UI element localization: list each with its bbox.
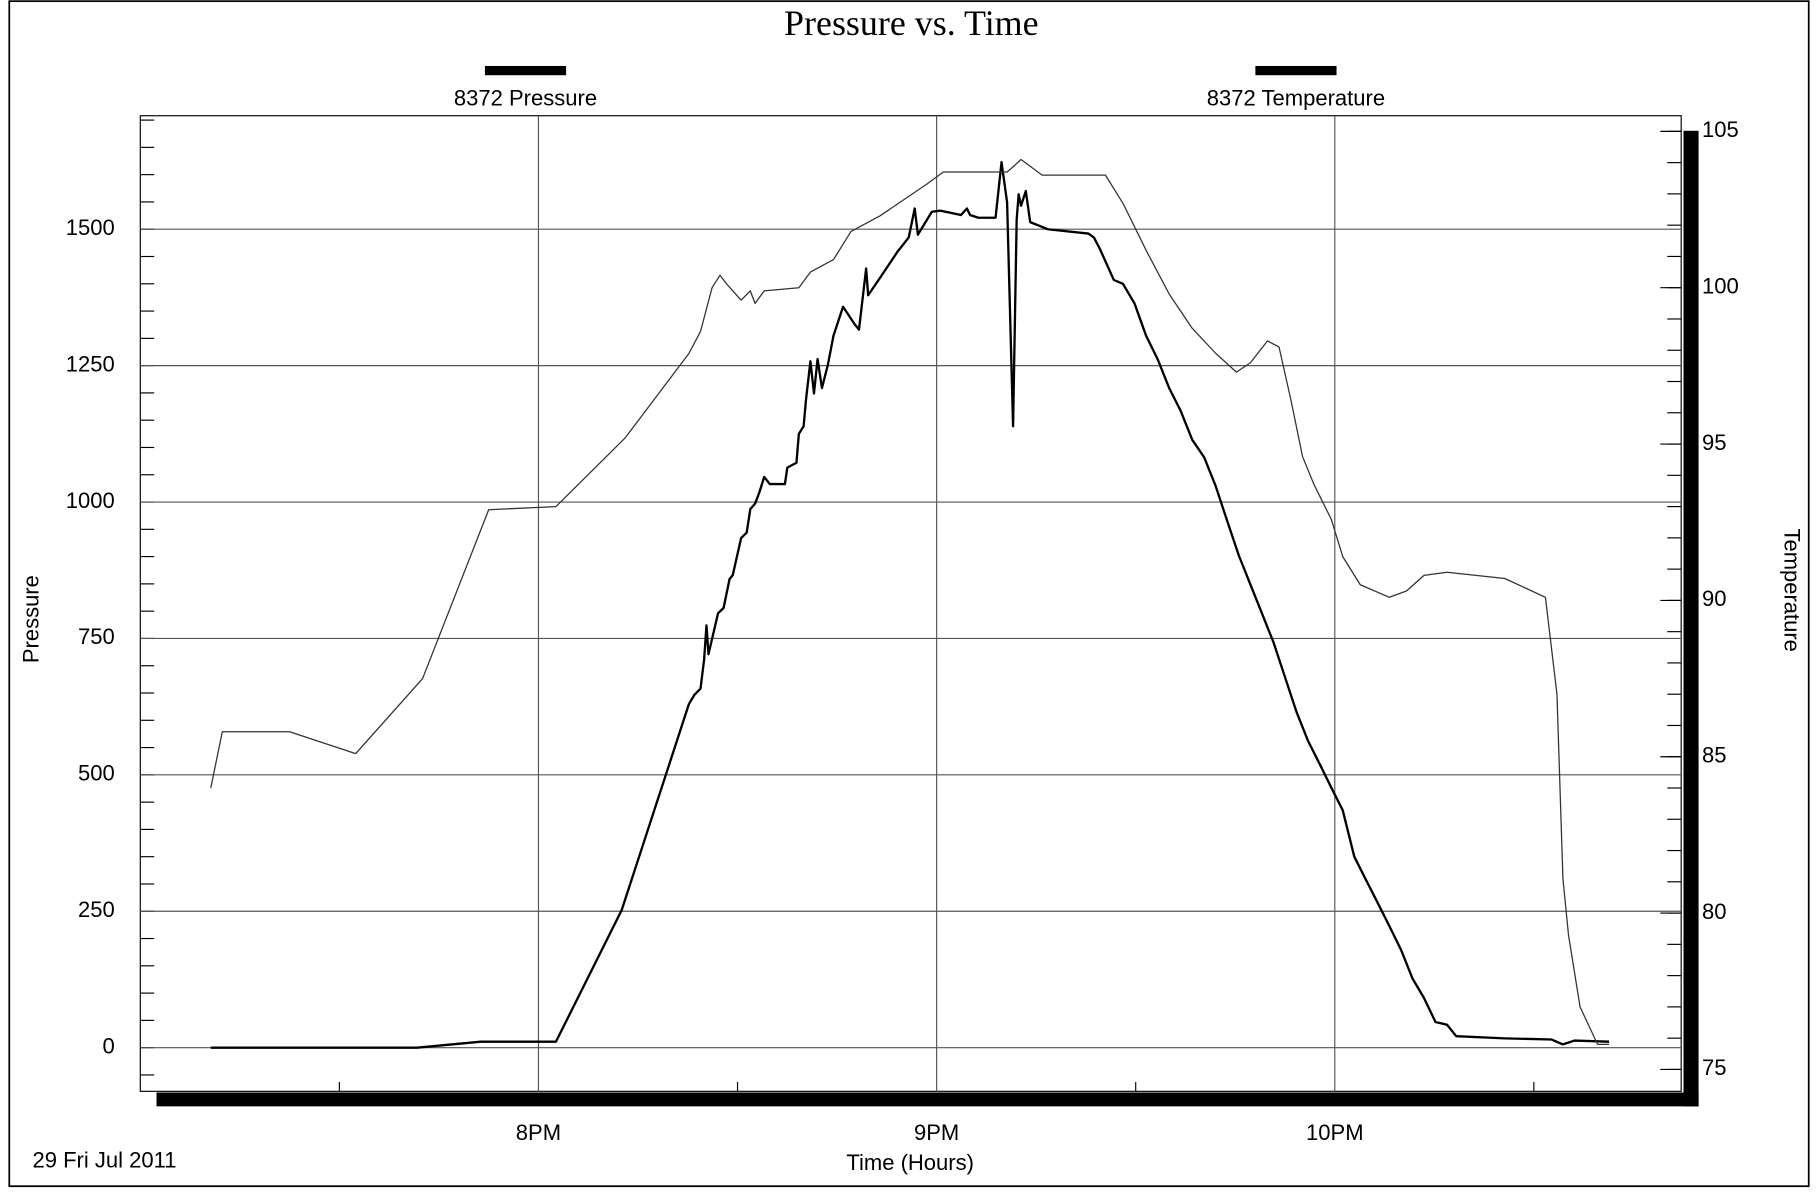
x-tick-label: 10PM <box>1306 1120 1364 1145</box>
y-tick-label: 750 <box>78 624 115 649</box>
y-tick-label: 1250 <box>66 351 115 376</box>
y-axis-label: Pressure <box>18 575 43 663</box>
y2-tick-label: 85 <box>1702 743 1727 768</box>
y2-tick-label: 75 <box>1702 1055 1727 1080</box>
y-tick-label: 1500 <box>66 215 115 240</box>
x-tick-label: 9PM <box>914 1120 959 1145</box>
axis-shadow <box>156 1092 1699 1107</box>
frame <box>8 0 1810 1188</box>
y2-tick-label: 90 <box>1702 586 1727 611</box>
footnote: 29 Fri Jul 2011 <box>32 1148 176 1173</box>
y-tick-label: 1000 <box>66 488 115 513</box>
x-axis-label: Time (Hours) <box>846 1150 974 1175</box>
chart-title: Pressure vs. Time <box>784 3 1039 43</box>
y-tick-label: 500 <box>78 761 115 786</box>
y2-tick-label: 95 <box>1702 430 1727 455</box>
y2-axis-label: Temperature <box>1779 529 1804 652</box>
legend-label: 8372 Pressure <box>454 85 597 110</box>
legend-swatch <box>1255 65 1337 76</box>
y2-tick-label: 80 <box>1702 899 1727 924</box>
x-tick-label: 8PM <box>516 1120 561 1145</box>
y-tick-label: 0 <box>103 1033 115 1058</box>
legend-label: 8372 Temperature <box>1207 85 1385 110</box>
legend-swatch <box>484 65 567 76</box>
plot-area <box>139 115 1682 1092</box>
series-line <box>210 160 1610 1049</box>
series-line <box>210 158 1610 1046</box>
axis-shadow <box>1683 130 1699 1107</box>
y2-tick-label: 100 <box>1702 274 1739 299</box>
y2-tick-label: 105 <box>1702 117 1739 142</box>
y-tick-label: 250 <box>78 897 115 922</box>
